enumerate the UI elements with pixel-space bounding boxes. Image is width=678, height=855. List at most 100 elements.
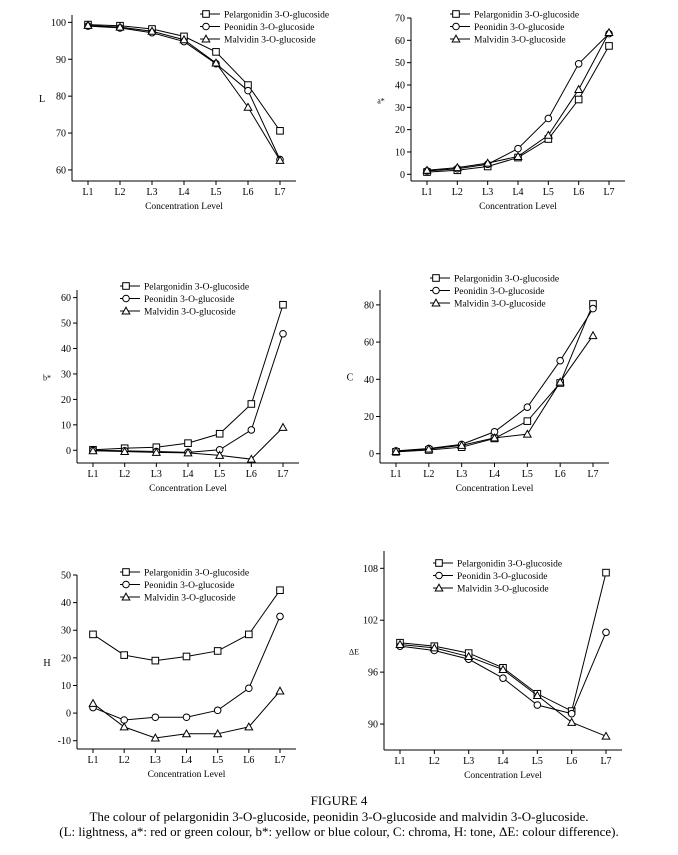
legend-label: Peonidin 3-O-glucoside <box>457 572 548 582</box>
series <box>392 304 597 455</box>
y-tick-label: 30 <box>61 369 71 380</box>
legend-label: Pelargonidin 3-O-glucoside <box>454 275 559 285</box>
circle-marker <box>567 709 576 718</box>
x-tick-label: L5 <box>522 469 533 480</box>
y-tick-label: 80 <box>56 92 66 103</box>
circle-marker <box>499 674 507 682</box>
series-line <box>87 25 281 160</box>
triangle-marker <box>457 440 467 449</box>
circle-marker <box>574 59 583 68</box>
triangle-marker <box>424 444 434 453</box>
legend-label: Peonidin 3-O-glucoside <box>144 295 235 305</box>
x-tick-label: L7 <box>277 469 288 480</box>
triangle-marker <box>604 27 614 37</box>
triangle-marker <box>88 445 98 455</box>
caption-figure-label: FIGURE 4 <box>310 793 368 808</box>
triangle-marker <box>183 447 193 457</box>
legend-label: Malvidin 3-O-glucoside <box>454 300 546 310</box>
triangle-marker <box>555 377 565 386</box>
x-tick-label: L2 <box>119 469 130 480</box>
y-tick-label: 90 <box>56 55 66 66</box>
triangle-marker <box>588 330 598 340</box>
triangle-marker <box>567 717 577 726</box>
x-tick-label: L1 <box>82 187 93 198</box>
y-tick-label: 10 <box>395 147 405 158</box>
triangle-marker <box>179 34 189 44</box>
circle-marker <box>602 628 610 637</box>
triangle-marker <box>275 155 285 164</box>
x-tick-label: L7 <box>587 469 598 480</box>
legend: Pelargonidin 3-O-glucoside Peonidin 3-O-g… <box>120 568 249 604</box>
caption-line-1: The colour of pelargonidin 3-O-glucoside… <box>89 808 589 824</box>
chart-panel: 0 10 20 30 40 50 60 L1 L2 L3 L4 L5 L6 L7 Concentration… <box>43 282 299 494</box>
x-tick-label: L6 <box>243 755 254 766</box>
circle-marker <box>122 294 130 303</box>
y-tick-label: 60 <box>56 165 66 176</box>
x-tick-label: L7 <box>274 755 285 766</box>
square-marker <box>435 559 443 567</box>
chart-panel: 90 96 102 108 L1 L2 L3 L4 L5 L6 L7 Concentration Le… <box>349 551 622 781</box>
x-tick-label: L2 <box>114 187 125 198</box>
x-tick-label: L6 <box>246 469 257 480</box>
legend-label: Peonidin 3-O-glucoside <box>454 287 545 297</box>
series-line <box>399 643 607 737</box>
square-marker <box>184 439 192 447</box>
triangle-marker <box>88 698 98 707</box>
series-line <box>87 24 281 161</box>
triangle-marker <box>150 733 160 742</box>
square-marker <box>182 652 191 661</box>
y-tick-label: 20 <box>364 412 374 423</box>
square-marker <box>89 630 97 639</box>
y-tick-label: 10 <box>61 681 71 692</box>
x-axis-label: Concentration Level <box>456 484 534 494</box>
legend-label: Malvidin 3-O-glucoside <box>457 585 549 595</box>
x-tick-label: L4 <box>497 756 508 767</box>
circle-marker <box>276 612 284 621</box>
triangle-marker <box>532 690 542 699</box>
y-tick-label: 60 <box>364 338 374 349</box>
y-tick-label: 30 <box>395 103 405 114</box>
circle-marker <box>244 86 252 95</box>
y-tick-label: 0 <box>66 446 71 457</box>
y-axis-label: L <box>39 94 45 105</box>
legend-label: Pelargonidin 3-O-glucoside <box>144 569 249 579</box>
x-tick-label: L4 <box>181 755 192 766</box>
x-tick-label: L3 <box>150 755 161 766</box>
x-axis-label: Concentration Level <box>479 202 557 212</box>
x-tick-label: L7 <box>274 187 285 198</box>
circle-marker <box>213 706 222 715</box>
triangle-marker <box>121 592 131 601</box>
circle-marker <box>122 580 130 589</box>
series <box>88 422 288 463</box>
y-axis-label: C <box>347 373 354 384</box>
triangle-marker <box>275 686 285 695</box>
square-marker <box>120 651 128 659</box>
y-tick-label: 0 <box>400 170 405 181</box>
y-axis-label: a* <box>377 97 385 106</box>
square-marker <box>574 95 583 104</box>
circle-marker <box>435 571 443 580</box>
x-axis-label: Concentration Level <box>148 770 226 780</box>
triangle-marker <box>83 20 93 29</box>
x-tick-label: L4 <box>182 469 193 480</box>
triangle-marker <box>574 84 584 93</box>
chart-panel: 0 20 40 60 80 L1 L2 L3 L4 L5 L6 L7 Concentration Lev… <box>347 274 609 494</box>
x-tick-label: L3 <box>482 187 493 198</box>
x-tick-label: L2 <box>119 755 130 766</box>
series <box>83 20 285 164</box>
x-tick-label: L7 <box>603 187 614 198</box>
triangle-marker <box>483 158 493 167</box>
figure-caption: FIGURE 4 The colour of pelargonidin 3-O-… <box>0 793 678 840</box>
square-marker <box>215 429 224 438</box>
triangle-marker <box>147 26 157 35</box>
y-axis-label: b* <box>43 374 51 383</box>
x-tick-label: L1 <box>87 755 98 766</box>
x-axis-label: Concentration Level <box>149 484 227 494</box>
legend-label: Peonidin 3-O-glucoside <box>144 581 235 591</box>
circle-marker <box>151 713 160 722</box>
square-marker <box>605 42 613 50</box>
y-tick-label: 70 <box>56 129 66 140</box>
triangle-marker <box>431 298 441 307</box>
x-tick-label: L5 <box>212 755 223 766</box>
y-tick-label: 60 <box>61 293 71 304</box>
